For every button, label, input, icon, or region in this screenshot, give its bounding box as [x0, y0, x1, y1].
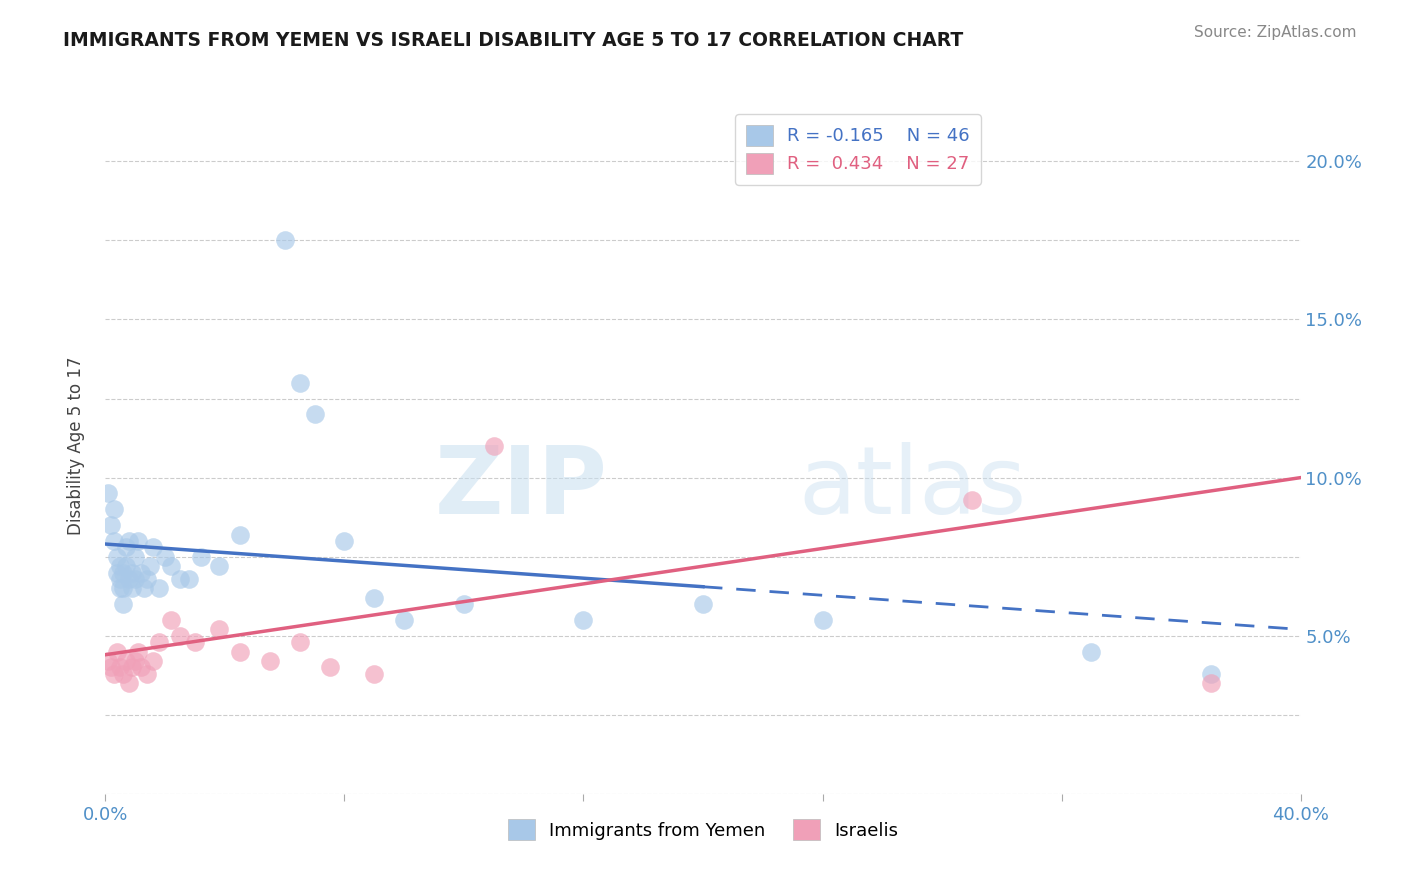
Point	[97, 486, 120, 500]
Point	[107, 644, 129, 658]
Point	[363, 591, 385, 605]
Legend: Immigrants from Yemen, Israelis: Immigrants from Yemen, Israelis	[501, 813, 905, 847]
Point	[103, 502, 125, 516]
Point	[110, 582, 132, 596]
Point	[115, 540, 138, 554]
Point	[394, 613, 416, 627]
Point	[169, 629, 191, 643]
Point	[208, 559, 231, 574]
Point	[112, 666, 135, 681]
Point	[129, 660, 153, 674]
Point	[136, 572, 159, 586]
Point	[288, 635, 311, 649]
Point	[1080, 644, 1102, 658]
Y-axis label: Disability Age 5 to 17: Disability Age 5 to 17	[66, 357, 84, 535]
Point	[103, 666, 125, 681]
Point	[97, 654, 120, 668]
Point	[121, 566, 143, 580]
Point	[1199, 666, 1222, 681]
Point	[127, 533, 149, 548]
Point	[572, 613, 595, 627]
Point	[118, 533, 141, 548]
Text: IMMIGRANTS FROM YEMEN VS ISRAELI DISABILITY AGE 5 TO 17 CORRELATION CHART: IMMIGRANTS FROM YEMEN VS ISRAELI DISABIL…	[63, 31, 963, 50]
Point	[136, 666, 159, 681]
Point	[124, 549, 146, 564]
Point	[100, 660, 122, 674]
Point	[124, 654, 146, 668]
Point	[229, 527, 252, 541]
Point	[1199, 676, 1222, 690]
Point	[110, 559, 132, 574]
Point	[112, 582, 135, 596]
Point	[139, 559, 162, 574]
Point	[259, 654, 281, 668]
Point	[124, 572, 146, 586]
Point	[177, 572, 201, 586]
Point	[134, 582, 156, 596]
Point	[112, 597, 135, 611]
Point	[482, 439, 505, 453]
Point	[100, 518, 122, 533]
Point	[288, 376, 311, 390]
Point	[118, 676, 141, 690]
Point	[960, 492, 983, 507]
Point	[110, 572, 132, 586]
Point	[160, 559, 183, 574]
Point	[304, 408, 326, 422]
Point	[107, 566, 129, 580]
Point	[107, 549, 129, 564]
Point	[142, 540, 165, 554]
Point	[811, 613, 834, 627]
Point	[103, 533, 125, 548]
Text: atlas: atlas	[799, 442, 1026, 533]
Point	[121, 660, 143, 674]
Text: Source: ZipAtlas.com: Source: ZipAtlas.com	[1194, 25, 1357, 40]
Point	[692, 597, 714, 611]
Point	[160, 613, 183, 627]
Point	[318, 660, 340, 674]
Point	[155, 549, 177, 564]
Point	[190, 549, 212, 564]
Point	[115, 654, 138, 668]
Point	[129, 566, 153, 580]
Point	[112, 566, 135, 580]
Point	[148, 635, 170, 649]
Point	[208, 623, 231, 637]
Point	[229, 644, 252, 658]
Point	[169, 572, 191, 586]
Point	[453, 597, 475, 611]
Point	[142, 654, 165, 668]
Point	[115, 559, 138, 574]
Point	[184, 635, 207, 649]
Point	[148, 582, 170, 596]
Point	[121, 582, 143, 596]
Point	[333, 533, 356, 548]
Point	[273, 234, 295, 248]
Point	[118, 572, 141, 586]
Text: ZIP: ZIP	[434, 442, 607, 533]
Point	[127, 644, 149, 658]
Point	[110, 660, 132, 674]
Point	[363, 666, 385, 681]
